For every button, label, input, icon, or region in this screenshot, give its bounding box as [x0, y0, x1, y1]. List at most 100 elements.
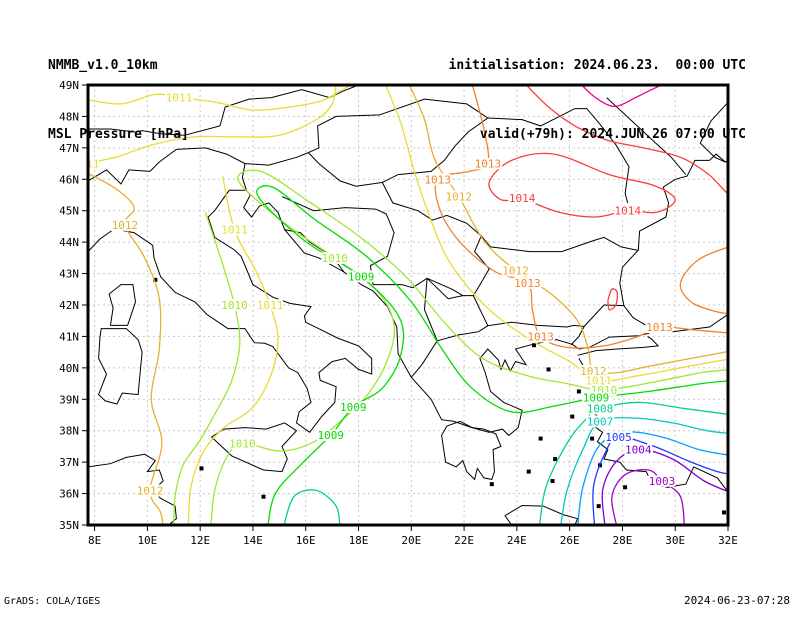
contour-label-1010: 1010: [229, 437, 256, 450]
init-time-label: initialisation: 2024.06.23. 00:00 UTC: [448, 58, 746, 73]
x-tick-label: 16E: [296, 534, 316, 547]
island-dot: [199, 466, 204, 471]
contour-label-1013: 1013: [424, 173, 451, 186]
contour-line-1014: [607, 288, 619, 311]
contour-label-1013: 1013: [514, 277, 541, 290]
contour-line-1014: [525, 85, 728, 196]
map-grid: [88, 85, 728, 525]
island-dot: [553, 457, 558, 461]
contour-line-1010: [173, 212, 241, 525]
country-border: [606, 97, 687, 175]
contour-label-1012: 1012: [137, 484, 164, 497]
country-border: [487, 108, 630, 204]
coastline: [504, 504, 579, 525]
contour-line-1015: [580, 85, 663, 108]
contour-label-1008: 1008: [587, 403, 614, 416]
contour-label-1011: 1011: [221, 224, 248, 237]
contour-line-1013: [434, 85, 728, 349]
island-dot: [526, 469, 531, 474]
x-tick-label: 10E: [137, 534, 157, 547]
x-tick-label: 12E: [190, 534, 210, 547]
y-tick-label: 48N: [59, 110, 79, 123]
contour-label-1010: 1010: [591, 384, 618, 397]
x-tick-label: 26E: [560, 534, 580, 547]
contour-label-1009: 1009: [583, 392, 610, 405]
model-title: NMMB_v1.0_10km: [48, 58, 158, 73]
island-dot: [550, 479, 555, 483]
contour-label-1009: 1009: [318, 429, 345, 442]
product-title: MSL Pressure [hPa]: [48, 127, 189, 142]
y-tick-label: 43N: [59, 268, 79, 281]
creation-timestamp: 2024-06-23-07:28: [684, 594, 790, 607]
contour-label-1011: 1011: [166, 92, 193, 105]
contour-label-1003: 1003: [649, 475, 676, 488]
coastline: [211, 422, 298, 473]
y-tick-label: 38N: [59, 425, 79, 438]
x-tick-label: 32E: [718, 534, 738, 547]
contour-line-1011: [88, 85, 337, 164]
country-border: [699, 101, 728, 163]
x-tick-label: 28E: [612, 534, 632, 547]
coastline: [441, 420, 502, 481]
axis-labels: 35N 36N 37N 38N 39N 40N 41N 42N 43N 44N 45N 46N 47N 4…: [59, 79, 738, 547]
contour-label-1009: 1009: [340, 401, 367, 414]
x-tick-label: 24E: [507, 534, 527, 547]
island-dot: [546, 367, 551, 372]
contour-label-1011: 1011: [257, 299, 284, 312]
contour-label-1010: 1010: [221, 299, 248, 312]
contour-label-1004: 1004: [625, 444, 652, 457]
contour-line-1008: [539, 401, 728, 525]
country-border: [472, 295, 585, 346]
country-border: [410, 278, 438, 378]
contour-label-1005: 1005: [605, 431, 632, 444]
x-tick-label: 22E: [454, 534, 474, 547]
contour-label-1011: 1011: [585, 374, 612, 387]
contour-label-1014: 1014: [509, 192, 536, 205]
contour-line-1004: [601, 448, 728, 525]
contour-label-1013: 1013: [475, 158, 502, 171]
y-tick-label: 44N: [59, 236, 79, 249]
valid-time-label: valid(+79h): 2024.JUN.26 07:00 UTC: [479, 127, 746, 142]
x-tick-label: 8E: [88, 534, 101, 547]
coastline: [88, 453, 177, 525]
country-border: [88, 147, 309, 185]
grads-credit: GrADS: COLA/IGES: [4, 596, 101, 607]
contour-line-1009: [256, 185, 728, 525]
coastline: [108, 284, 137, 326]
y-tick-label: 37N: [59, 456, 79, 469]
contour-line-1012: [408, 85, 728, 375]
contour-line-1014: [488, 152, 676, 218]
country-border: [381, 182, 638, 253]
island-dot: [261, 494, 266, 499]
contour-line-1011: [88, 85, 352, 111]
contour-label-1009: 1009: [348, 271, 375, 284]
contour-label-1013: 1013: [527, 330, 554, 343]
header-left: NMMB_v1.0_10km MSL Pressure [hPa]: [48, 8, 189, 192]
contour-label-1012: 1012: [502, 264, 529, 277]
island-dot: [570, 414, 575, 419]
contour-label-1011: 1011: [73, 158, 100, 171]
coastline: [88, 189, 580, 437]
contour-label-1013: 1013: [646, 321, 673, 334]
contour-lines: [88, 85, 728, 525]
country-border: [583, 304, 624, 327]
y-tick-label: 45N: [59, 205, 79, 218]
island-dot: [576, 389, 581, 394]
coastline: [577, 335, 660, 356]
header-right: initialisation: 2024.06.23. 00:00 UTC va…: [449, 8, 746, 192]
country-border: [308, 98, 489, 187]
country-border: [281, 196, 395, 285]
island-dot: [538, 436, 543, 441]
contour-label-1012: 1012: [580, 365, 607, 378]
country-border: [241, 163, 247, 191]
contour-line-1007: [560, 416, 728, 525]
y-tick-label: 46N: [59, 173, 79, 186]
island-dot: [590, 436, 595, 441]
contour-line-1006: [577, 431, 728, 525]
y-tick-label: 47N: [59, 142, 79, 155]
y-tick-label: 35N: [59, 519, 79, 532]
y-tick-label: 40N: [59, 362, 79, 375]
